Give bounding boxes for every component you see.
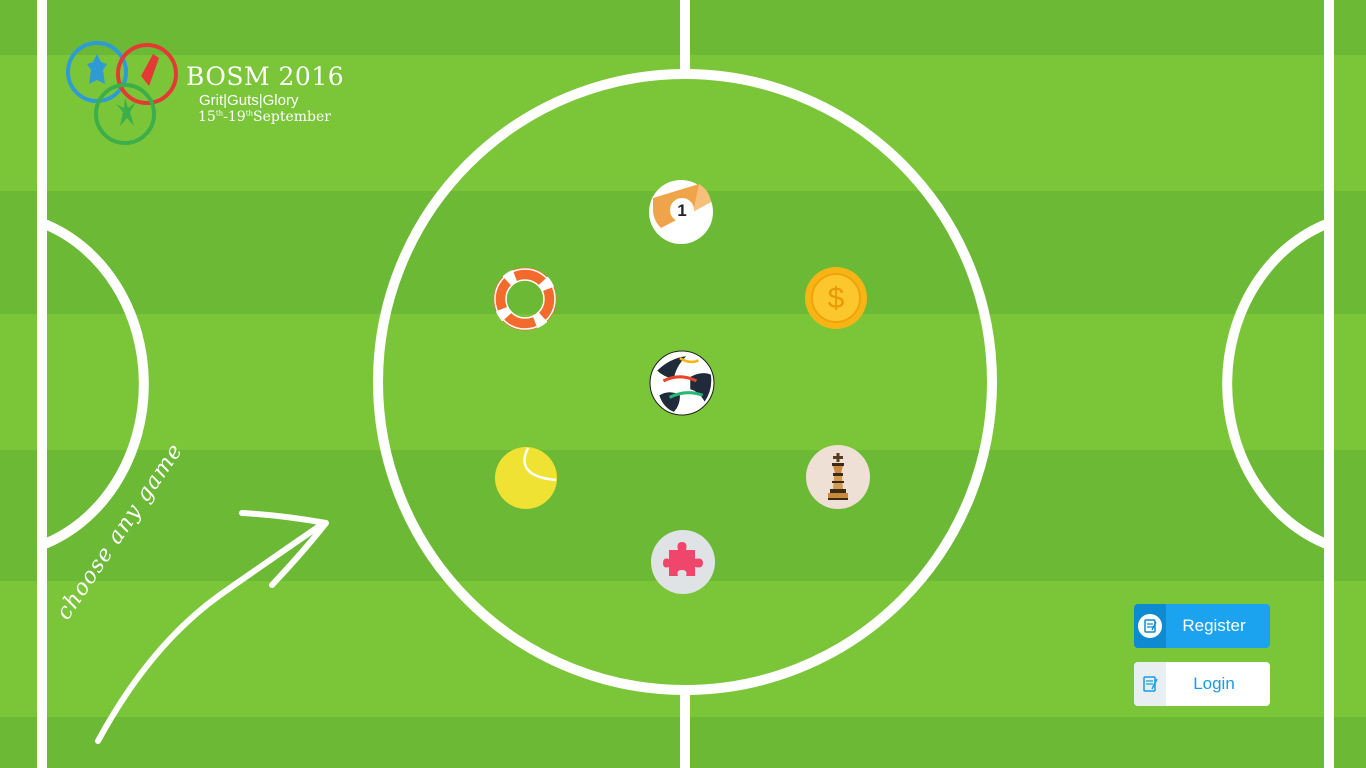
register-icon-box bbox=[1134, 604, 1166, 648]
date-start: 15 bbox=[198, 109, 216, 125]
lifebuoy-icon[interactable] bbox=[493, 267, 557, 331]
clipboard-icon bbox=[1143, 676, 1158, 692]
clipboard-icon bbox=[1138, 614, 1162, 638]
logo-title: BOSM 2016 bbox=[186, 62, 344, 91]
chess-king-icon[interactable] bbox=[806, 445, 870, 509]
login-button[interactable]: Login bbox=[1134, 662, 1270, 706]
register-label: Register bbox=[1182, 616, 1246, 635]
billiards-number: 1 bbox=[677, 201, 686, 220]
football-icon[interactable] bbox=[649, 350, 715, 416]
login-label: Login bbox=[1193, 674, 1235, 693]
logo-date: 15th-19thSeptember bbox=[198, 109, 331, 125]
bosm-logo: BOSM 2016 Grit|Guts|Glory 15th-19thSepte… bbox=[66, 40, 356, 150]
logo-title-text: BOSM bbox=[186, 62, 271, 91]
coin-dollar-icon[interactable]: $ bbox=[804, 266, 868, 330]
logo-tagline: Grit|Guts|Glory bbox=[199, 92, 299, 109]
billiards-ball-icon[interactable]: 1 bbox=[649, 180, 713, 244]
coin-symbol: $ bbox=[828, 282, 845, 315]
date-month: September bbox=[253, 109, 331, 125]
tennis-ball-icon[interactable] bbox=[494, 446, 558, 510]
logo-rings-icon bbox=[66, 41, 178, 145]
date-start-suffix: th bbox=[215, 109, 224, 118]
hint-arrow-icon bbox=[95, 510, 329, 744]
logo-year: 2016 bbox=[278, 62, 345, 91]
login-icon-box bbox=[1134, 662, 1166, 706]
date-end-suffix: th bbox=[245, 109, 254, 118]
puzzle-piece-icon[interactable] bbox=[651, 530, 715, 594]
register-button[interactable]: Register bbox=[1134, 604, 1270, 648]
date-end: -19 bbox=[223, 109, 246, 125]
